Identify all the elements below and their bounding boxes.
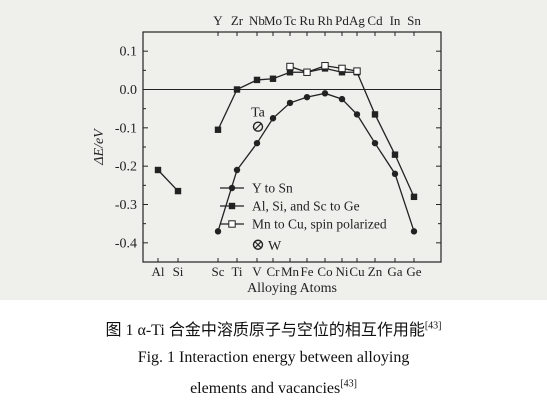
series-line-1 — [217, 92, 415, 232]
caption-en-text: elements and vacancies — [190, 380, 341, 397]
x-bottom-tick-label: Cu — [349, 264, 365, 279]
series-1-point — [303, 93, 311, 101]
x-bottom-tick-label: Co — [317, 264, 332, 279]
y-tick-label: 0.1 — [120, 45, 138, 60]
caption-en-ref: [43] — [340, 378, 357, 390]
series-3-point — [286, 62, 294, 71]
series-1-point — [410, 228, 418, 235]
legend-marker — [228, 220, 236, 228]
x-bottom-tick-label: Zn — [368, 264, 383, 279]
x-bottom-tick-label: Fe — [301, 264, 314, 279]
figure-caption-english-line2: elements and vacancies[43] — [0, 378, 547, 398]
series-1-point — [214, 228, 222, 235]
series-3-point — [353, 67, 361, 75]
x-top-tick-label: Rh — [317, 13, 333, 28]
series-2-point — [269, 75, 277, 82]
caption-cn-text: 图 1 α-Ti 合金中溶质原子与空位的相互作用能 — [105, 322, 425, 339]
series-2-point — [391, 151, 399, 158]
x-top-tick-label: Y — [213, 13, 223, 28]
series-2-point — [338, 69, 346, 76]
series-1-point — [391, 170, 399, 178]
series-2-point — [214, 126, 222, 133]
y-tick-label: -0.4 — [115, 236, 137, 251]
annotation-label: Ta — [251, 106, 266, 121]
y-tick-label: 0.0 — [120, 83, 138, 98]
series-2-point — [154, 166, 162, 174]
x-bottom-tick-label: Ni — [336, 264, 349, 279]
x-bottom-tick-label: Mn — [281, 264, 300, 279]
series-2-point — [286, 69, 294, 76]
x-top-tick-label: Cd — [367, 13, 383, 28]
x-bottom-tick-label: Si — [173, 264, 184, 279]
series-2-point — [253, 76, 261, 84]
circle-cross-stroke — [254, 241, 262, 249]
series-1-point — [353, 111, 361, 118]
caption-cn-ref: [43] — [424, 320, 442, 332]
x-top-tick-label: Mo — [264, 13, 282, 28]
series-1-point — [338, 95, 346, 103]
y-tick-label: -0.1 — [115, 121, 137, 136]
x-top-tick-label: Pd — [335, 13, 349, 28]
x-bottom-tick-label: Sc — [212, 264, 225, 279]
legend-marker — [228, 202, 236, 210]
series-1-point — [253, 139, 261, 147]
legend-entry: Al, Si, and Sc to Ge — [252, 199, 360, 214]
circle-slash-marker — [252, 121, 264, 132]
series-1-point — [269, 115, 277, 122]
series-2-point — [174, 187, 182, 195]
legend-entry: Y to Sn — [252, 181, 293, 196]
series-3-point — [321, 62, 329, 70]
figure-caption-english-line1: Fig. 1 Interaction energy between alloyi… — [137, 349, 410, 366]
x-top-tick-label: Tc — [284, 13, 297, 28]
y-tick-label: -0.3 — [115, 198, 137, 213]
series-2-point — [371, 111, 379, 118]
series-2-point — [410, 193, 418, 201]
x-top-tick-label: Nb — [249, 13, 265, 28]
x-top-tick-label: Sn — [407, 13, 421, 28]
x-bottom-tick-label: Al — [152, 264, 165, 279]
x-bottom-tick-label: V — [252, 264, 262, 279]
x-bottom-tick-label: Ga — [387, 264, 402, 279]
x-top-tick-label: Ag — [349, 13, 365, 28]
series-1-point — [286, 99, 294, 107]
legend-entry: Mn to Cu, spin polarized — [252, 217, 387, 232]
annotation-label: W — [268, 239, 282, 254]
x-bottom-tick-label: Ge — [406, 264, 421, 279]
x-axis-label: Alloying Atoms — [247, 281, 337, 296]
series-1-point — [371, 139, 379, 147]
series-1-point — [233, 166, 241, 174]
series-line-2 — [217, 67, 415, 198]
series-3-point — [338, 64, 346, 73]
series-2-point — [233, 86, 241, 93]
series-1-point — [321, 90, 329, 97]
y-tick-label: -0.2 — [115, 160, 137, 175]
x-top-tick-label: In — [390, 13, 401, 28]
x-top-tick-label: Zr — [231, 13, 244, 28]
figure-panel: 0.1 0.0 -0.1 -0.2 -0.3 -0.4 Al Si Sc Ti V Cr Mn Fe Co N… — [0, 0, 547, 300]
x-bottom-tick-label: Ti — [231, 264, 242, 279]
x-bottom-tick-label: Cr — [267, 264, 281, 279]
series-3-point — [303, 68, 311, 76]
figure-caption-chinese: 图 1 α-Ti 合金中溶质原子与空位的相互作用能[43] — [0, 316, 547, 340]
legend-marker — [228, 184, 236, 192]
x-top-tick-label: Ru — [299, 13, 315, 28]
y-axis-label: ΔE/eV — [92, 128, 107, 166]
circle-slash-stroke — [254, 123, 262, 131]
circle-cross-marker — [252, 239, 264, 250]
interaction-energy-chart: 0.1 0.0 -0.1 -0.2 -0.3 -0.4 Al Si Sc Ti V Cr Mn Fe Co N… — [92, 13, 442, 296]
series-line-2 — [157, 169, 179, 192]
